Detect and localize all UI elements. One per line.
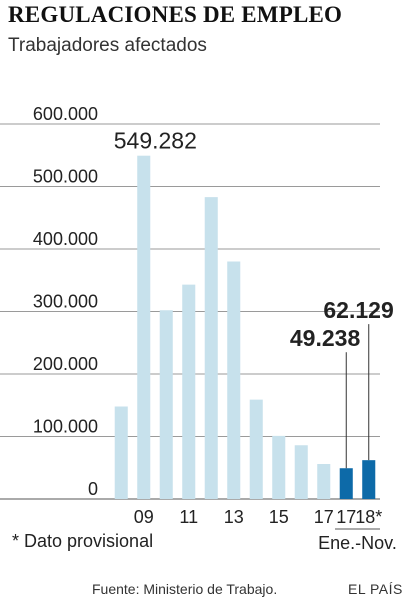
y-tick-label: 200.000	[33, 354, 98, 374]
bar	[204, 197, 218, 499]
y-tick-label: 600.000	[33, 104, 98, 124]
period-label: Ene.-Nov.	[318, 533, 397, 553]
data-label: 49.238	[290, 325, 361, 351]
x-tick-label: 17	[314, 507, 334, 527]
x-tick-label: 09	[134, 507, 154, 527]
y-tick-label: 100.000	[33, 417, 98, 437]
x-tick-label: 11	[179, 507, 198, 527]
y-tick-label: 0	[88, 479, 98, 499]
bar	[362, 460, 376, 499]
chart-title: REGULACIONES DE EMPLEO	[8, 2, 343, 27]
bar	[317, 464, 331, 499]
data-label: 549.282	[114, 128, 197, 154]
x-tick-label: 18*	[355, 507, 382, 527]
bar	[249, 399, 263, 499]
bar	[114, 406, 128, 499]
bars	[114, 155, 376, 500]
x-tick-label: 15	[269, 507, 289, 527]
data-label: 62.129	[323, 297, 393, 323]
x-tick-label: 13	[224, 507, 244, 527]
bar	[227, 261, 241, 499]
bar	[339, 468, 353, 499]
bar-chart: 0 100.000 200.000 300.000 400.000 500.000 600.…	[0, 104, 397, 553]
chart-subtitle: Trabajadores afectados	[8, 35, 207, 56]
footnote: * Dato provisional	[12, 531, 154, 551]
x-tick-label: 17	[336, 507, 356, 527]
bar	[294, 445, 308, 499]
bar	[137, 155, 151, 500]
bar	[272, 435, 286, 499]
y-tick-label: 500.000	[33, 167, 98, 187]
leader-lines	[345, 324, 370, 469]
y-axis-labels: 0 100.000 200.000 300.000 400.000 500.000 600.…	[33, 104, 98, 499]
y-tick-label: 300.000	[33, 292, 98, 312]
bar	[182, 284, 196, 499]
bar	[159, 310, 173, 499]
brand-logo: EL PAÍS	[348, 581, 403, 597]
y-tick-label: 400.000	[33, 229, 98, 249]
source-note: Fuente: Ministerio de Trabajo.	[92, 581, 278, 597]
